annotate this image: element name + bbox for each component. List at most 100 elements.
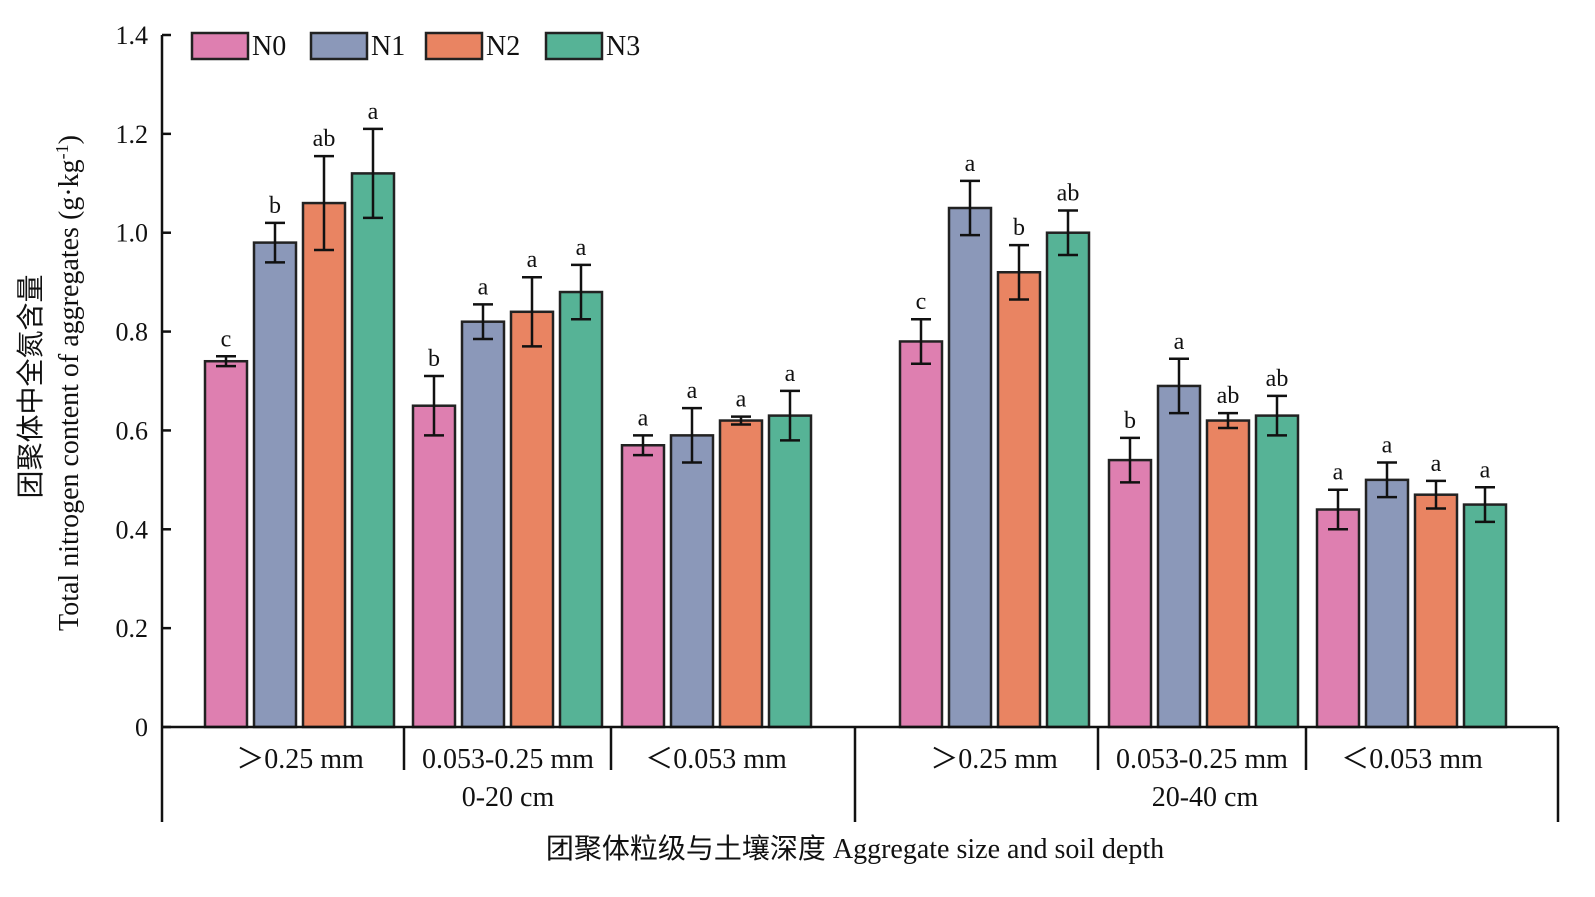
significance-label-n0-5: a — [1333, 460, 1344, 486]
significance-label-n2-4: ab — [1217, 383, 1240, 409]
bar-n2-3 — [996, 271, 1042, 729]
y-tick-label-5: 1.0 — [116, 219, 149, 248]
error-bar-n3-3 — [1058, 209, 1078, 257]
error-bar-n0-2 — [633, 434, 653, 457]
axes-layer: 0 0.2 0.4 0.6 0.8 1.0 1.2 1.4 ＞0.25 mm 0.053-0.25… — [116, 21, 1560, 822]
significance-label-n3-2: a — [785, 361, 796, 387]
category-label-2: ＜0.053 mm — [645, 744, 787, 775]
depth-label-0: 0-20 cm — [462, 782, 555, 813]
significance-label-n2-2: a — [736, 387, 747, 413]
bar-n0-2 — [620, 444, 666, 729]
bar-n0-5 — [1315, 508, 1361, 729]
error-bar-n1-4 — [1169, 357, 1189, 415]
bar-n3-3 — [1045, 231, 1091, 729]
bar-n2-5 — [1413, 493, 1459, 729]
error-bar-n3-1 — [571, 263, 591, 321]
legend-item-n1: N1 — [309, 31, 405, 62]
y-axis-title-end: ) — [54, 135, 85, 144]
bar-n3-2 — [767, 414, 813, 729]
bar-n2-1 — [509, 310, 555, 729]
category-label-5: ＜0.053 mm — [1341, 744, 1483, 775]
bar-n1-2 — [669, 434, 715, 729]
error-bar-n3-2 — [780, 389, 800, 442]
error-bar-n3-5 — [1475, 486, 1495, 524]
error-bar-n3-4 — [1267, 394, 1287, 437]
legend-swatch-n3 — [544, 31, 604, 61]
legend-swatch-n1 — [309, 31, 369, 61]
category-label-3: ＞0.25 mm — [930, 744, 1058, 775]
significance-label-n3-5: a — [1480, 457, 1491, 483]
legend-item-n3: N3 — [544, 31, 640, 62]
category-label-4: 0.053-0.25 mm — [1116, 744, 1288, 775]
error-bar-n0-3 — [911, 317, 931, 365]
bar-n0-4 — [1107, 458, 1153, 729]
significance-label-n3-4: ab — [1266, 366, 1289, 392]
significance-label-n1-2: a — [687, 378, 698, 404]
significance-label-n0-4: b — [1124, 408, 1136, 434]
bar-n2-0 — [301, 201, 347, 729]
legend-swatch-n0 — [190, 31, 250, 61]
significance-label-n2-5: a — [1431, 451, 1442, 477]
error-bar-n2-1 — [522, 275, 542, 348]
bar-n2-4 — [1205, 419, 1251, 729]
error-bar-n1-5 — [1377, 461, 1397, 499]
significance-label-n3-0: a — [368, 99, 379, 125]
bar-n0-1 — [411, 404, 457, 729]
legend-swatch-n2 — [424, 31, 484, 61]
y-axis-title: 团聚体中全氮含量 Total nitrogen content of aggre… — [15, 135, 85, 631]
category-label-0: ＞0.25 mm — [236, 744, 364, 775]
y-tick-label-6: 1.2 — [116, 120, 149, 149]
bar-n3-1 — [558, 290, 604, 729]
legend: N0 N1 N2 N3 — [190, 31, 640, 62]
bar-n1-0 — [252, 241, 298, 729]
significance-label-n1-0: b — [269, 193, 281, 219]
error-bar-n0-1 — [424, 374, 444, 437]
significance-label-n0-3: c — [916, 289, 927, 315]
error-bar-n0-0 — [216, 355, 236, 368]
error-bar-n0-5 — [1328, 488, 1348, 531]
legend-item-n2: N2 — [424, 31, 520, 62]
error-bar-n2-2 — [731, 415, 751, 426]
significance-label-n0-1: b — [428, 346, 440, 372]
x-axis-title: 团聚体粒级与土壤深度 Aggregate size and soil depth — [546, 833, 1164, 865]
significance-label-n2-0: ab — [313, 126, 336, 152]
error-bar-n2-0 — [314, 154, 334, 252]
error-bar-n1-2 — [682, 406, 702, 464]
legend-item-n0: N0 — [190, 31, 286, 62]
error-bar-n2-3 — [1009, 243, 1029, 301]
bar-n0-0 — [203, 359, 249, 729]
bar-n3-4 — [1254, 414, 1300, 729]
significance-label-n2-1: a — [527, 247, 538, 273]
bar-n1-4 — [1156, 384, 1202, 729]
legend-label-n3: N3 — [606, 31, 640, 62]
y-tick-label-2: 0.4 — [116, 515, 149, 544]
error-bar-n2-4 — [1218, 411, 1238, 430]
error-bar-n1-0 — [265, 221, 285, 264]
significance-label-n1-5: a — [1382, 433, 1393, 459]
bar-n0-3 — [898, 340, 944, 729]
bar-n1-5 — [1364, 478, 1410, 729]
bar-n1-3 — [947, 206, 993, 729]
y-tick-label-3: 0.6 — [116, 416, 149, 445]
significance-label-n2-3: b — [1013, 215, 1025, 241]
y-tick-label-4: 0.8 — [116, 318, 149, 347]
significance-label-n0-2: a — [638, 405, 649, 431]
significance-label-n3-3: ab — [1057, 180, 1080, 206]
legend-label-n0: N0 — [252, 31, 286, 62]
error-bar-n1-1 — [473, 303, 493, 341]
significance-label-n1-1: a — [478, 274, 489, 300]
significance-label-n0-0: c — [221, 326, 232, 352]
y-axis-title-unit-sup: -1 — [52, 144, 72, 159]
y-axis-title-zh: 团聚体中全氮含量 — [15, 274, 47, 498]
bar-n1-1 — [460, 320, 506, 729]
bar-n2-2 — [718, 419, 764, 729]
depth-label-1: 20-40 cm — [1152, 782, 1259, 813]
error-bar-n2-5 — [1426, 479, 1446, 510]
y-tick-label-1: 0.2 — [116, 614, 149, 643]
category-label-1: 0.053-0.25 mm — [422, 744, 594, 775]
significance-label-n1-4: a — [1174, 329, 1185, 355]
error-bar-n3-0 — [363, 127, 383, 220]
significance-label-n1-3: a — [965, 151, 976, 177]
